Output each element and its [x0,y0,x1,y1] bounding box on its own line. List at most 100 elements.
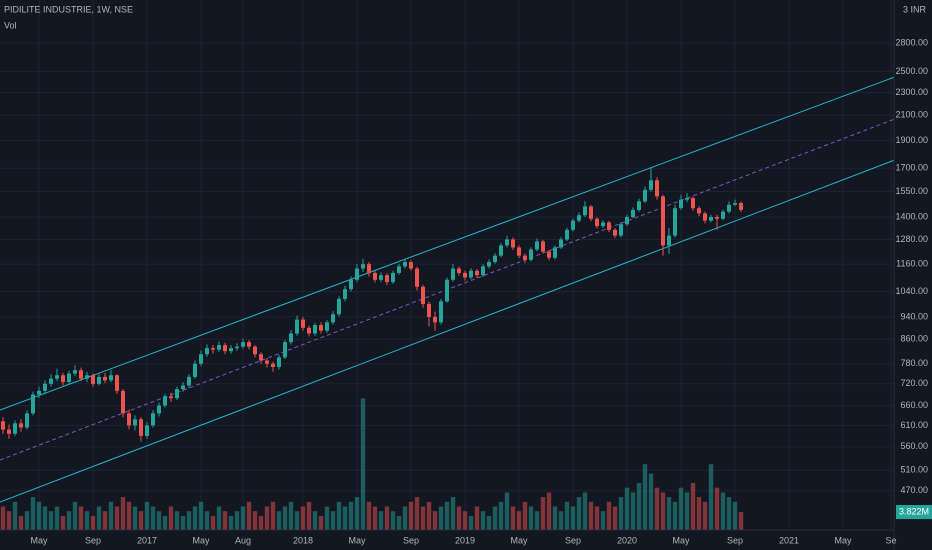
candle-body [307,327,311,334]
x-tick-label: 2021 [779,535,799,545]
volume-bar [510,506,516,530]
candle-body [187,376,191,386]
volume-bar [186,511,192,530]
candle-body [259,354,263,361]
volume-bar [390,511,396,530]
volume-bar [210,515,216,530]
volume-bar [180,515,186,530]
candle-body [49,378,53,384]
volume-bar [204,511,210,530]
volume-bar [288,501,294,530]
candle-body [133,419,137,426]
volume-bar [420,506,426,530]
volume-bar [324,506,330,530]
candle-body [205,348,209,355]
volume-bar [726,497,732,530]
candle-body [325,322,329,331]
volume-bar [120,497,126,530]
volume-bar [666,497,672,530]
volume-bar [552,506,558,530]
volume-bar [522,501,528,530]
x-tick-label: Aug [235,535,251,545]
volume-bar [492,506,498,530]
x-tick-label: Sep [403,535,419,545]
volume-bar [330,511,336,530]
volume-bar [60,515,66,530]
volume-bar [678,487,684,530]
volume-bar [642,464,648,530]
candle-body [649,180,653,190]
candle-body [31,394,35,414]
volume-bar [540,497,546,530]
volume-title: Vol [4,20,17,30]
volume-bar [216,506,222,530]
candle-body [733,203,737,205]
candle-body [553,247,557,258]
candle-body [673,208,677,236]
candle-body [55,375,59,379]
volume-bar [414,497,420,530]
candle-body [277,357,281,367]
candle-body [73,370,77,374]
candle-body [37,390,41,395]
candle-body [709,216,713,221]
candle-body [715,216,719,219]
x-tick-label: Sep [727,535,743,545]
candle-body [505,239,509,246]
candle-body [139,419,143,436]
volume-bar [570,506,576,530]
volume-bar [384,506,390,530]
candles [1,168,743,442]
y-tick-label: 2100.00 [895,110,928,120]
candle-body [535,241,539,250]
candle-body [265,360,269,364]
volume-bar [600,511,606,530]
volume-bar [564,501,570,530]
x-tick-label: 2018 [293,535,313,545]
volume-bar [714,487,720,530]
candle-body [703,213,707,221]
volume-bar [36,501,42,530]
candle-body [361,264,365,269]
candle-body [229,348,233,352]
candle-body [397,266,401,273]
candle-body [517,247,521,256]
currency-label[interactable]: 3 INR [903,4,927,14]
candle-body [349,279,353,290]
candle-body [193,363,197,377]
volume-bar [588,501,594,530]
y-tick-label: 2500.00 [895,66,928,76]
volume-bar [606,501,612,530]
candle-body [691,198,695,209]
volume-bar [636,483,642,530]
candle-body [487,262,491,267]
candle-body [115,375,119,391]
axes: 470.00 510.00 560.00 610.00 660.00 720.00 780.… [30,37,932,545]
volume-bar [174,511,180,530]
candle-body [43,383,47,391]
chart-title: PIDILITE INDUSTRIE, 1W, NSE [4,4,133,14]
candle-body [217,345,221,350]
volume-bar [198,501,204,530]
volume-bar [246,501,252,530]
candle-body [463,272,467,278]
candle-body [355,268,359,280]
volume-bar [300,506,306,530]
candle-body [391,272,395,283]
x-tick-label: 2020 [617,535,637,545]
volume-bar [114,506,120,530]
volume-bar [168,506,174,530]
candle-body [91,375,95,384]
volume-bar [546,492,552,530]
volume-bar [96,506,102,530]
volume-bar [366,501,372,530]
candle-body [469,270,473,278]
candle-body [175,389,179,399]
volume-bar [342,506,348,530]
volume-bar [456,506,462,530]
y-tick-label: 1550.00 [895,186,928,196]
volume-bar [528,506,534,530]
volume-bar [72,501,78,530]
y-tick-label: 560.00 [900,441,928,451]
